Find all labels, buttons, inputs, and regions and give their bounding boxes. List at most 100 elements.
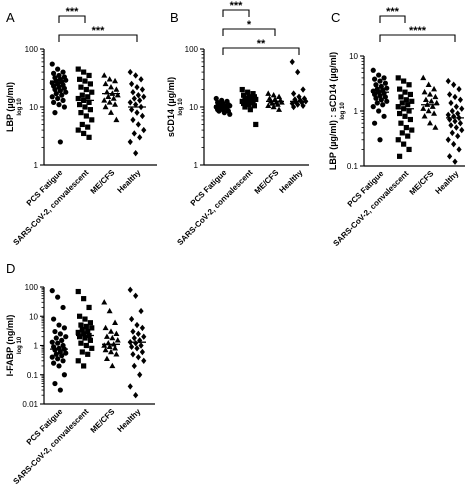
panel-letter: B [170, 10, 179, 25]
x-category-label: Healthy [116, 407, 143, 434]
data-point-square [403, 97, 409, 103]
data-point-square [79, 349, 85, 355]
data-point-triangle [420, 105, 427, 111]
data-point-square [75, 127, 81, 133]
data-point-circle [378, 97, 384, 103]
significance-bracket [379, 34, 456, 42]
data-point-triangle [105, 93, 112, 99]
data-point-square [79, 121, 85, 128]
data-point-triangle [427, 120, 433, 126]
data-point-circle [382, 94, 388, 100]
data-point-diamond [138, 76, 144, 83]
y-axis-label: I-FABP (ng/ml) [5, 315, 15, 377]
data-point-square [89, 89, 95, 95]
data-point-circle [49, 94, 55, 100]
data-point-triangle [431, 85, 438, 92]
data-point-square [395, 104, 401, 110]
x-category-label: ME/CFS [408, 169, 436, 197]
data-point-circle [51, 316, 57, 322]
data-point-triangle [108, 328, 114, 334]
data-point-square [79, 326, 85, 333]
data-point-circle [376, 108, 382, 114]
data-point-diamond [451, 113, 457, 120]
data-point-square [398, 120, 404, 126]
data-point-circle [373, 82, 379, 88]
data-point-triangle [102, 346, 109, 353]
data-point-triangle [421, 113, 428, 119]
data-point-diamond [452, 93, 458, 101]
data-point-triangle [425, 81, 432, 87]
data-point-square [89, 117, 95, 123]
data-point-diamond [453, 103, 459, 110]
series-triangle [265, 90, 285, 112]
data-point-square [407, 91, 413, 98]
significance-label: *** [386, 6, 400, 18]
data-point-diamond [131, 362, 137, 370]
data-point-square [239, 86, 245, 93]
data-point-diamond [141, 126, 147, 134]
data-point-triangle [429, 103, 436, 109]
data-point-circle [55, 340, 61, 346]
significance-bracket [58, 15, 86, 23]
data-point-triangle [113, 116, 120, 123]
data-point-square [77, 313, 83, 319]
data-point-square [398, 94, 404, 100]
y-tick-label: 1 [354, 107, 359, 116]
data-point-diamond [455, 132, 461, 140]
data-point-square [87, 337, 93, 343]
data-point-circle [57, 331, 63, 337]
data-point-diamond [133, 72, 139, 79]
y-tick-label: 0.1 [27, 371, 39, 380]
data-point-diamond [445, 77, 451, 85]
y-tick-label: 10 [349, 52, 358, 61]
data-point-square [82, 335, 88, 341]
data-point-diamond [139, 112, 145, 120]
data-point-triangle [102, 103, 109, 110]
significance-label: *** [92, 25, 106, 37]
data-point-square [81, 296, 87, 302]
data-point-square [251, 94, 257, 100]
data-point-square [83, 323, 89, 329]
data-point-circle [221, 110, 227, 116]
series-triangle [420, 74, 440, 130]
data-point-square [397, 86, 403, 92]
y-tick-label: 10 [29, 312, 38, 321]
data-point-circle [63, 350, 69, 356]
data-point-diamond [127, 68, 133, 76]
data-point-circle [381, 75, 387, 81]
data-point-circle [53, 335, 59, 341]
data-point-diamond [300, 86, 306, 93]
data-point-square [85, 351, 91, 357]
data-point-circle [55, 356, 61, 362]
data-point-diamond [447, 153, 453, 160]
data-point-square [406, 82, 412, 88]
data-point-square [83, 342, 89, 349]
data-point-diamond [137, 134, 143, 141]
data-point-circle [51, 360, 57, 366]
data-point-triangle [106, 99, 113, 105]
data-point-diamond [135, 91, 141, 99]
data-point-diamond [134, 109, 140, 116]
data-point-square [81, 331, 87, 337]
data-point-square [407, 116, 413, 123]
data-point-square [86, 134, 92, 140]
series-diamond [127, 68, 147, 157]
data-point-triangle [106, 307, 113, 314]
data-point-circle [377, 137, 383, 143]
data-point-square [247, 107, 253, 113]
x-category-label: ME/CFS [253, 168, 281, 196]
data-point-triangle [101, 97, 108, 103]
data-point-diamond [135, 121, 141, 128]
data-point-square [82, 316, 88, 322]
data-point-square [250, 91, 256, 97]
data-point-square [75, 288, 81, 295]
data-point-triangle [421, 88, 428, 95]
data-point-circle [377, 78, 383, 84]
data-point-triangle [113, 351, 120, 357]
data-point-diamond [133, 292, 139, 300]
data-point-diamond [133, 391, 139, 399]
data-point-square [86, 99, 92, 106]
y-tick-label: 10 [189, 103, 198, 112]
data-point-circle [52, 380, 58, 387]
